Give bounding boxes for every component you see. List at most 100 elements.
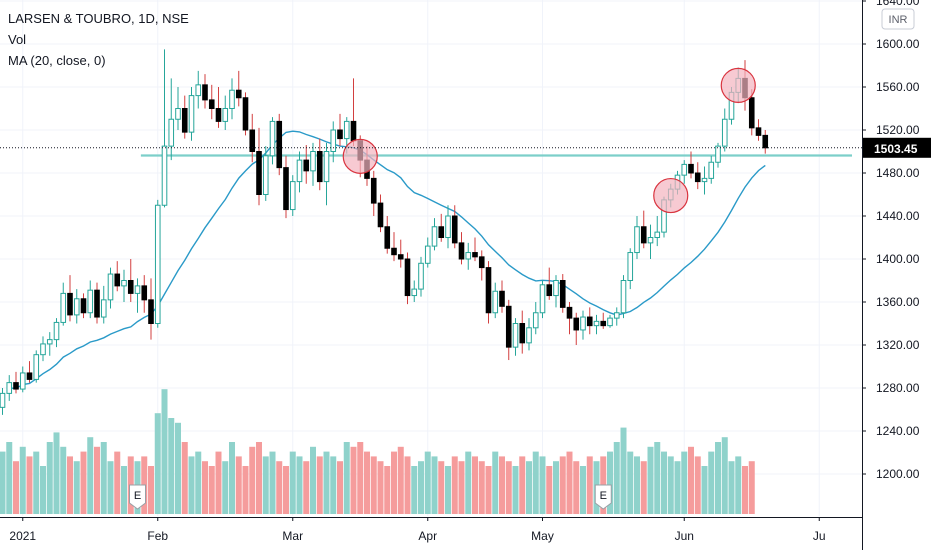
candle <box>154 199 161 328</box>
symbol-title[interactable]: LARSEN & TOUBRO, 1D, NSE <box>8 11 189 26</box>
candle-body <box>188 95 195 133</box>
candle <box>546 267 553 300</box>
earnings-marker-label: E <box>600 490 607 502</box>
volume-bar <box>73 461 80 514</box>
volume-bar <box>310 446 316 514</box>
volume-bar <box>478 461 485 514</box>
earnings-marker-shape <box>594 484 612 510</box>
candle-body <box>411 288 418 297</box>
candle-body <box>100 299 107 318</box>
volume-bar <box>431 456 438 514</box>
candle <box>134 278 141 313</box>
candle <box>127 259 134 302</box>
chart-legend: LARSEN & TOUBRO, 1D, NSE Vol MA (20, clo… <box>8 8 189 71</box>
volume-bar <box>512 466 519 514</box>
candle <box>640 210 647 249</box>
candle-body <box>175 108 181 120</box>
volume-bar <box>458 461 465 514</box>
volume-bar <box>208 466 215 514</box>
volume-bar <box>701 466 708 514</box>
candle <box>694 162 701 190</box>
highlight-circle <box>720 67 756 103</box>
candle-body <box>235 89 242 99</box>
candle <box>53 318 60 348</box>
candle <box>600 312 607 329</box>
volume-bar <box>60 446 67 514</box>
candle <box>276 113 283 176</box>
y-tick-label: 1600.00 <box>876 37 920 51</box>
volume-bar <box>748 461 755 514</box>
x-tick-label: Ju <box>813 529 826 543</box>
candle <box>13 371 19 394</box>
volume-bar <box>100 442 107 514</box>
candle <box>121 269 127 302</box>
candle <box>242 92 249 136</box>
y-tick-label: 1200.00 <box>876 467 920 481</box>
volume-bar <box>667 456 674 514</box>
volume-bar <box>620 427 627 514</box>
volume-bar <box>316 456 323 514</box>
candle-body <box>202 84 208 101</box>
x-tick-label: Jun <box>675 529 694 543</box>
candle <box>377 194 384 233</box>
volume-indicator-label[interactable]: Vol <box>8 32 27 47</box>
candle <box>512 318 519 356</box>
candle-body <box>404 258 411 297</box>
volume-bar <box>154 413 161 514</box>
volume-bar <box>499 456 505 514</box>
candle <box>472 237 478 262</box>
candle-body <box>485 267 492 314</box>
volume-bar <box>735 456 742 514</box>
volume-bar <box>742 466 748 514</box>
x-tick-label: Mar <box>282 529 303 543</box>
candle-body <box>242 97 249 131</box>
volume-bar <box>492 451 499 514</box>
volume-bar <box>391 451 397 514</box>
candle <box>384 216 391 254</box>
volume-bar <box>553 461 559 514</box>
moving-average <box>9 130 766 390</box>
candle <box>141 275 148 313</box>
volume-bar <box>377 461 384 514</box>
volume-bar <box>0 451 6 514</box>
y-tick-label: 1480.00 <box>876 166 920 180</box>
candle <box>580 310 586 340</box>
candle-body <box>262 155 269 196</box>
candle <box>397 239 404 268</box>
volume-bar <box>46 442 53 514</box>
candle <box>539 280 546 319</box>
candle-body <box>593 320 600 327</box>
candle-body <box>519 323 526 344</box>
candle-body <box>620 280 627 314</box>
earnings-marker-label: E <box>134 490 141 502</box>
y-tick-label: 1280.00 <box>876 381 920 395</box>
volume-bar <box>343 442 350 514</box>
candle <box>721 108 728 152</box>
volume-bar <box>19 446 26 514</box>
candle-body <box>445 215 451 238</box>
candle <box>222 95 229 130</box>
volume-bar <box>249 446 256 514</box>
candle-body <box>67 292 73 316</box>
candle <box>67 275 73 322</box>
candle-body <box>87 289 94 314</box>
volume-bar <box>235 456 242 514</box>
volume-bar <box>721 437 728 514</box>
candle <box>323 142 330 206</box>
candle-body <box>141 285 148 301</box>
ma-indicator-label[interactable]: MA (20, close, 0) <box>8 53 106 68</box>
candle <box>19 366 26 393</box>
candle <box>566 302 573 335</box>
candle-body <box>505 305 512 348</box>
volume-bar <box>728 461 735 514</box>
candle <box>0 388 6 415</box>
volume-bar <box>634 456 640 514</box>
candle <box>465 242 472 270</box>
candle-body <box>600 320 607 327</box>
candle-body <box>33 354 40 380</box>
volume-bar <box>40 466 46 514</box>
volume-bar <box>526 461 532 514</box>
candle <box>310 142 316 186</box>
candle <box>499 280 505 313</box>
